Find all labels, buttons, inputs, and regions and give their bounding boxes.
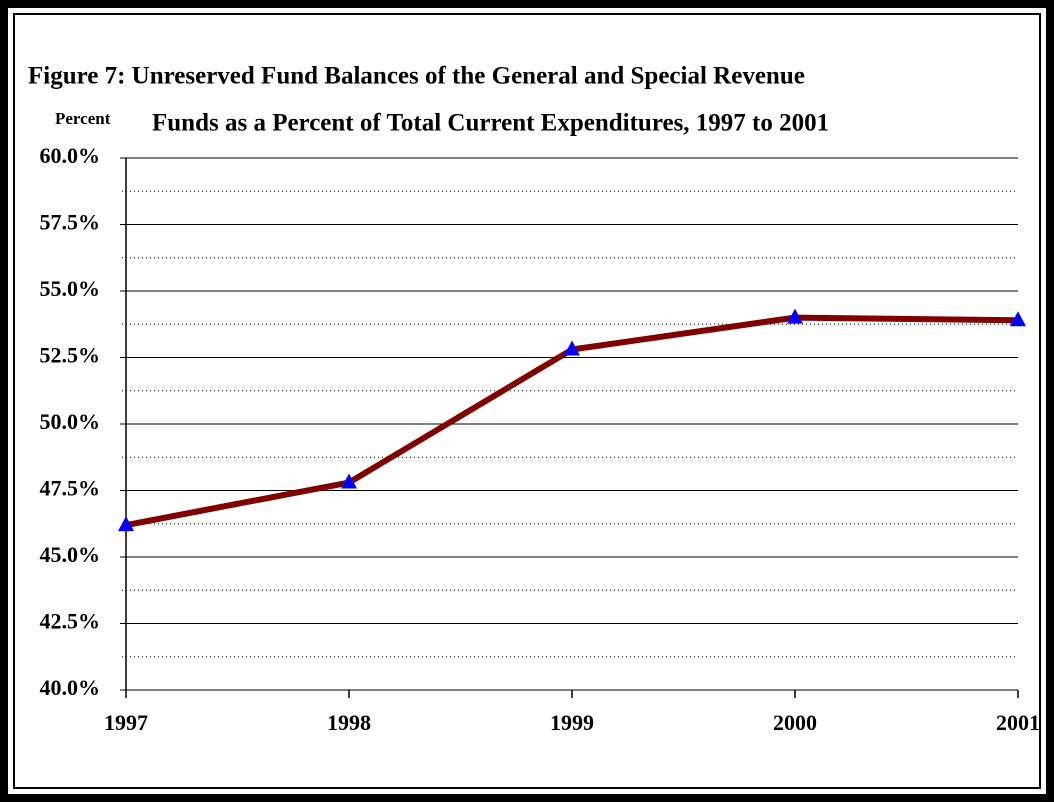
y-tick-label: 40.0%	[40, 675, 101, 700]
y-axis-label: Percent	[55, 109, 111, 128]
y-tick-label: 60.0%	[40, 143, 101, 168]
chart-title: Figure 7: Unreserved Fund Balances of th…	[28, 63, 805, 90]
chart-title: Funds as a Percent of Total Current Expe…	[152, 110, 829, 137]
y-tick-label: 57.5%	[40, 210, 101, 235]
x-tick-label: 1999	[550, 710, 594, 735]
data-point	[118, 516, 134, 532]
x-tick-label: 1997	[104, 710, 148, 735]
data-point	[1010, 311, 1026, 327]
y-tick-label: 45.0%	[40, 542, 101, 567]
y-tick-label: 47.5%	[40, 476, 101, 501]
y-tick-label: 50.0%	[40, 409, 101, 434]
data-point	[787, 308, 803, 324]
x-tick-label: 2000	[773, 710, 817, 735]
data-point	[341, 473, 357, 489]
y-tick-label: 55.0%	[40, 276, 101, 301]
x-tick-label: 2001	[996, 710, 1040, 735]
y-tick-label: 52.5%	[40, 343, 101, 368]
data-point	[564, 340, 580, 356]
x-tick-label: 1998	[327, 710, 371, 735]
y-tick-label: 42.5%	[40, 609, 101, 634]
inner-frame	[13, 13, 1041, 789]
